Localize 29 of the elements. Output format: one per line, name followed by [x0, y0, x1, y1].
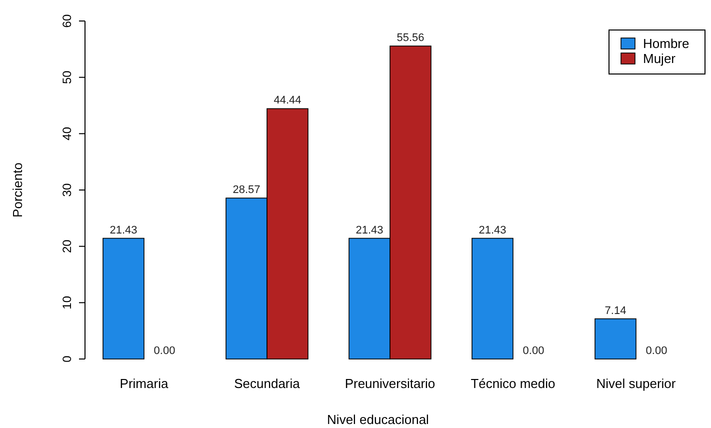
text: 0.00 [522, 345, 544, 357]
y-tick-label: 40 [60, 126, 74, 140]
bar [102, 238, 144, 360]
x-tick-label: Técnico medio [470, 376, 556, 391]
x-tick-label: Primaria [120, 376, 169, 391]
text: 0.00 [646, 345, 668, 357]
x-tick-label: Preuniversitario [344, 376, 436, 391]
text: 28.57 [232, 184, 260, 196]
text: 7.14 [604, 304, 626, 317]
legend-label: Hombre [643, 36, 690, 51]
x-axis-title: Nivel educacional [327, 412, 430, 427]
text: 44.44 [274, 94, 302, 107]
x-tick-label: Secundaria [234, 376, 301, 391]
text: 21.43 [356, 224, 384, 236]
y-tick-label: 10 [60, 296, 74, 310]
y-axis-title: Porciento [10, 162, 25, 218]
text: 21.43 [478, 224, 506, 236]
y-tick-label: 20 [60, 239, 74, 254]
y-tick-label: 0 [60, 355, 74, 362]
bar [472, 238, 514, 360]
text: 55.56 [396, 32, 424, 44]
y-tick-label: 30 [60, 183, 74, 197]
legend-label: Mujer [643, 51, 676, 66]
text: 0.00 [154, 345, 176, 357]
bar [594, 318, 636, 360]
y-tick-label: 50 [60, 70, 74, 84]
text: 21.43 [110, 224, 138, 236]
y-tick-label: 60 [60, 14, 74, 28]
x-tick-label: Nivel superior [596, 376, 676, 391]
